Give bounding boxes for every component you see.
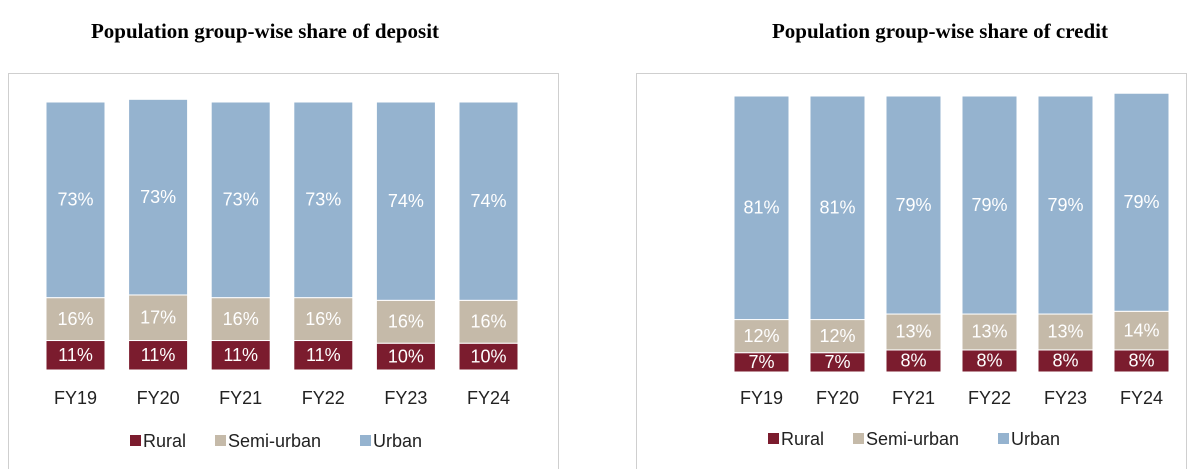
bar-segment bbox=[733, 319, 790, 354]
value-label: 74% bbox=[470, 191, 506, 211]
value-label: 7% bbox=[748, 352, 774, 372]
value-label: 13% bbox=[895, 322, 931, 342]
bar-segment bbox=[733, 95, 790, 321]
value-label: 79% bbox=[971, 195, 1007, 215]
x-tick-label: FY23 bbox=[384, 388, 427, 408]
value-label: 11% bbox=[223, 345, 258, 365]
bar-segment bbox=[375, 299, 436, 344]
value-label: 13% bbox=[1047, 322, 1083, 342]
value-label: 16% bbox=[57, 309, 93, 329]
x-tick-label: FY23 bbox=[1044, 388, 1087, 408]
value-label: 16% bbox=[223, 309, 259, 329]
value-label: 79% bbox=[895, 195, 931, 215]
bar-segment bbox=[45, 340, 106, 371]
value-label: 11% bbox=[58, 345, 93, 365]
value-label: 12% bbox=[743, 326, 779, 346]
chart-title: Population group-wise share of credit bbox=[772, 19, 1108, 43]
bar-segment bbox=[961, 313, 1018, 351]
bar-segment bbox=[885, 313, 942, 351]
bar-segment bbox=[961, 95, 1018, 315]
x-tick-label: FY19 bbox=[740, 388, 783, 408]
value-label: 8% bbox=[976, 351, 1002, 371]
bar-segment bbox=[210, 297, 271, 342]
value-label: 16% bbox=[388, 312, 424, 332]
x-tick-label: FY20 bbox=[137, 388, 180, 408]
legend-label: Rural bbox=[143, 431, 186, 451]
value-label: 16% bbox=[305, 309, 341, 329]
value-label: 8% bbox=[1128, 351, 1154, 371]
bar-segment bbox=[375, 101, 436, 301]
bar-segment bbox=[1113, 92, 1170, 312]
legend-swatch bbox=[768, 433, 779, 444]
x-tick-label: FY22 bbox=[968, 388, 1011, 408]
bar-segment bbox=[375, 342, 436, 371]
legend-label: Rural bbox=[781, 429, 824, 449]
value-label: 73% bbox=[140, 187, 176, 207]
chart-frame bbox=[8, 73, 559, 469]
x-tick-label: FY22 bbox=[302, 388, 345, 408]
bar-segment bbox=[809, 319, 866, 354]
legend-label: Semi-urban bbox=[866, 429, 959, 449]
bar-segment bbox=[458, 299, 519, 344]
x-tick-label: FY24 bbox=[1120, 388, 1163, 408]
chart-frame bbox=[636, 73, 1187, 469]
legend-label: Urban bbox=[1011, 429, 1060, 449]
value-label: 17% bbox=[140, 307, 176, 327]
value-label: 11% bbox=[141, 345, 176, 365]
x-tick-label: FY19 bbox=[54, 388, 97, 408]
value-label: 11% bbox=[306, 345, 341, 365]
chart-title: Population group-wise share of deposit bbox=[91, 19, 439, 43]
bar-segment bbox=[210, 101, 271, 299]
value-label: 10% bbox=[470, 346, 506, 366]
legend-swatch bbox=[130, 435, 141, 446]
bar-segment bbox=[458, 101, 519, 301]
value-label: 14% bbox=[1123, 320, 1159, 340]
value-label: 7% bbox=[824, 352, 850, 372]
bar-segment bbox=[128, 294, 189, 342]
value-label: 73% bbox=[305, 190, 341, 210]
value-label: 74% bbox=[388, 191, 424, 211]
value-label: 12% bbox=[819, 326, 855, 346]
legend-label: Semi-urban bbox=[228, 431, 321, 451]
bar-segment bbox=[128, 98, 189, 296]
legend-label: Urban bbox=[373, 431, 422, 451]
bar-segment bbox=[458, 342, 519, 371]
value-label: 79% bbox=[1123, 192, 1159, 212]
value-label: 10% bbox=[388, 346, 424, 366]
value-label: 13% bbox=[971, 322, 1007, 342]
legend-swatch bbox=[360, 435, 371, 446]
value-label: 81% bbox=[743, 198, 779, 218]
x-tick-label: FY20 bbox=[816, 388, 859, 408]
value-label: 81% bbox=[819, 198, 855, 218]
value-label: 8% bbox=[900, 351, 926, 371]
bar-segment bbox=[210, 340, 271, 371]
bar-segment bbox=[809, 95, 866, 321]
legend-swatch bbox=[215, 435, 226, 446]
value-label: 8% bbox=[1052, 351, 1078, 371]
value-label: 79% bbox=[1047, 195, 1083, 215]
legend-swatch bbox=[998, 433, 1009, 444]
bar-segment bbox=[293, 297, 354, 342]
bar-segment bbox=[293, 101, 354, 299]
legend-swatch bbox=[853, 433, 864, 444]
bar-segment bbox=[1037, 313, 1094, 351]
value-label: 16% bbox=[470, 312, 506, 332]
value-label: 73% bbox=[223, 190, 259, 210]
bar-segment bbox=[885, 95, 942, 315]
value-label: 73% bbox=[57, 190, 93, 210]
bar-segment bbox=[1037, 95, 1094, 315]
x-tick-label: FY21 bbox=[219, 388, 262, 408]
x-tick-label: FY21 bbox=[892, 388, 935, 408]
x-tick-label: FY24 bbox=[467, 388, 510, 408]
bar-segment bbox=[128, 340, 189, 371]
bar-segment bbox=[45, 101, 106, 299]
